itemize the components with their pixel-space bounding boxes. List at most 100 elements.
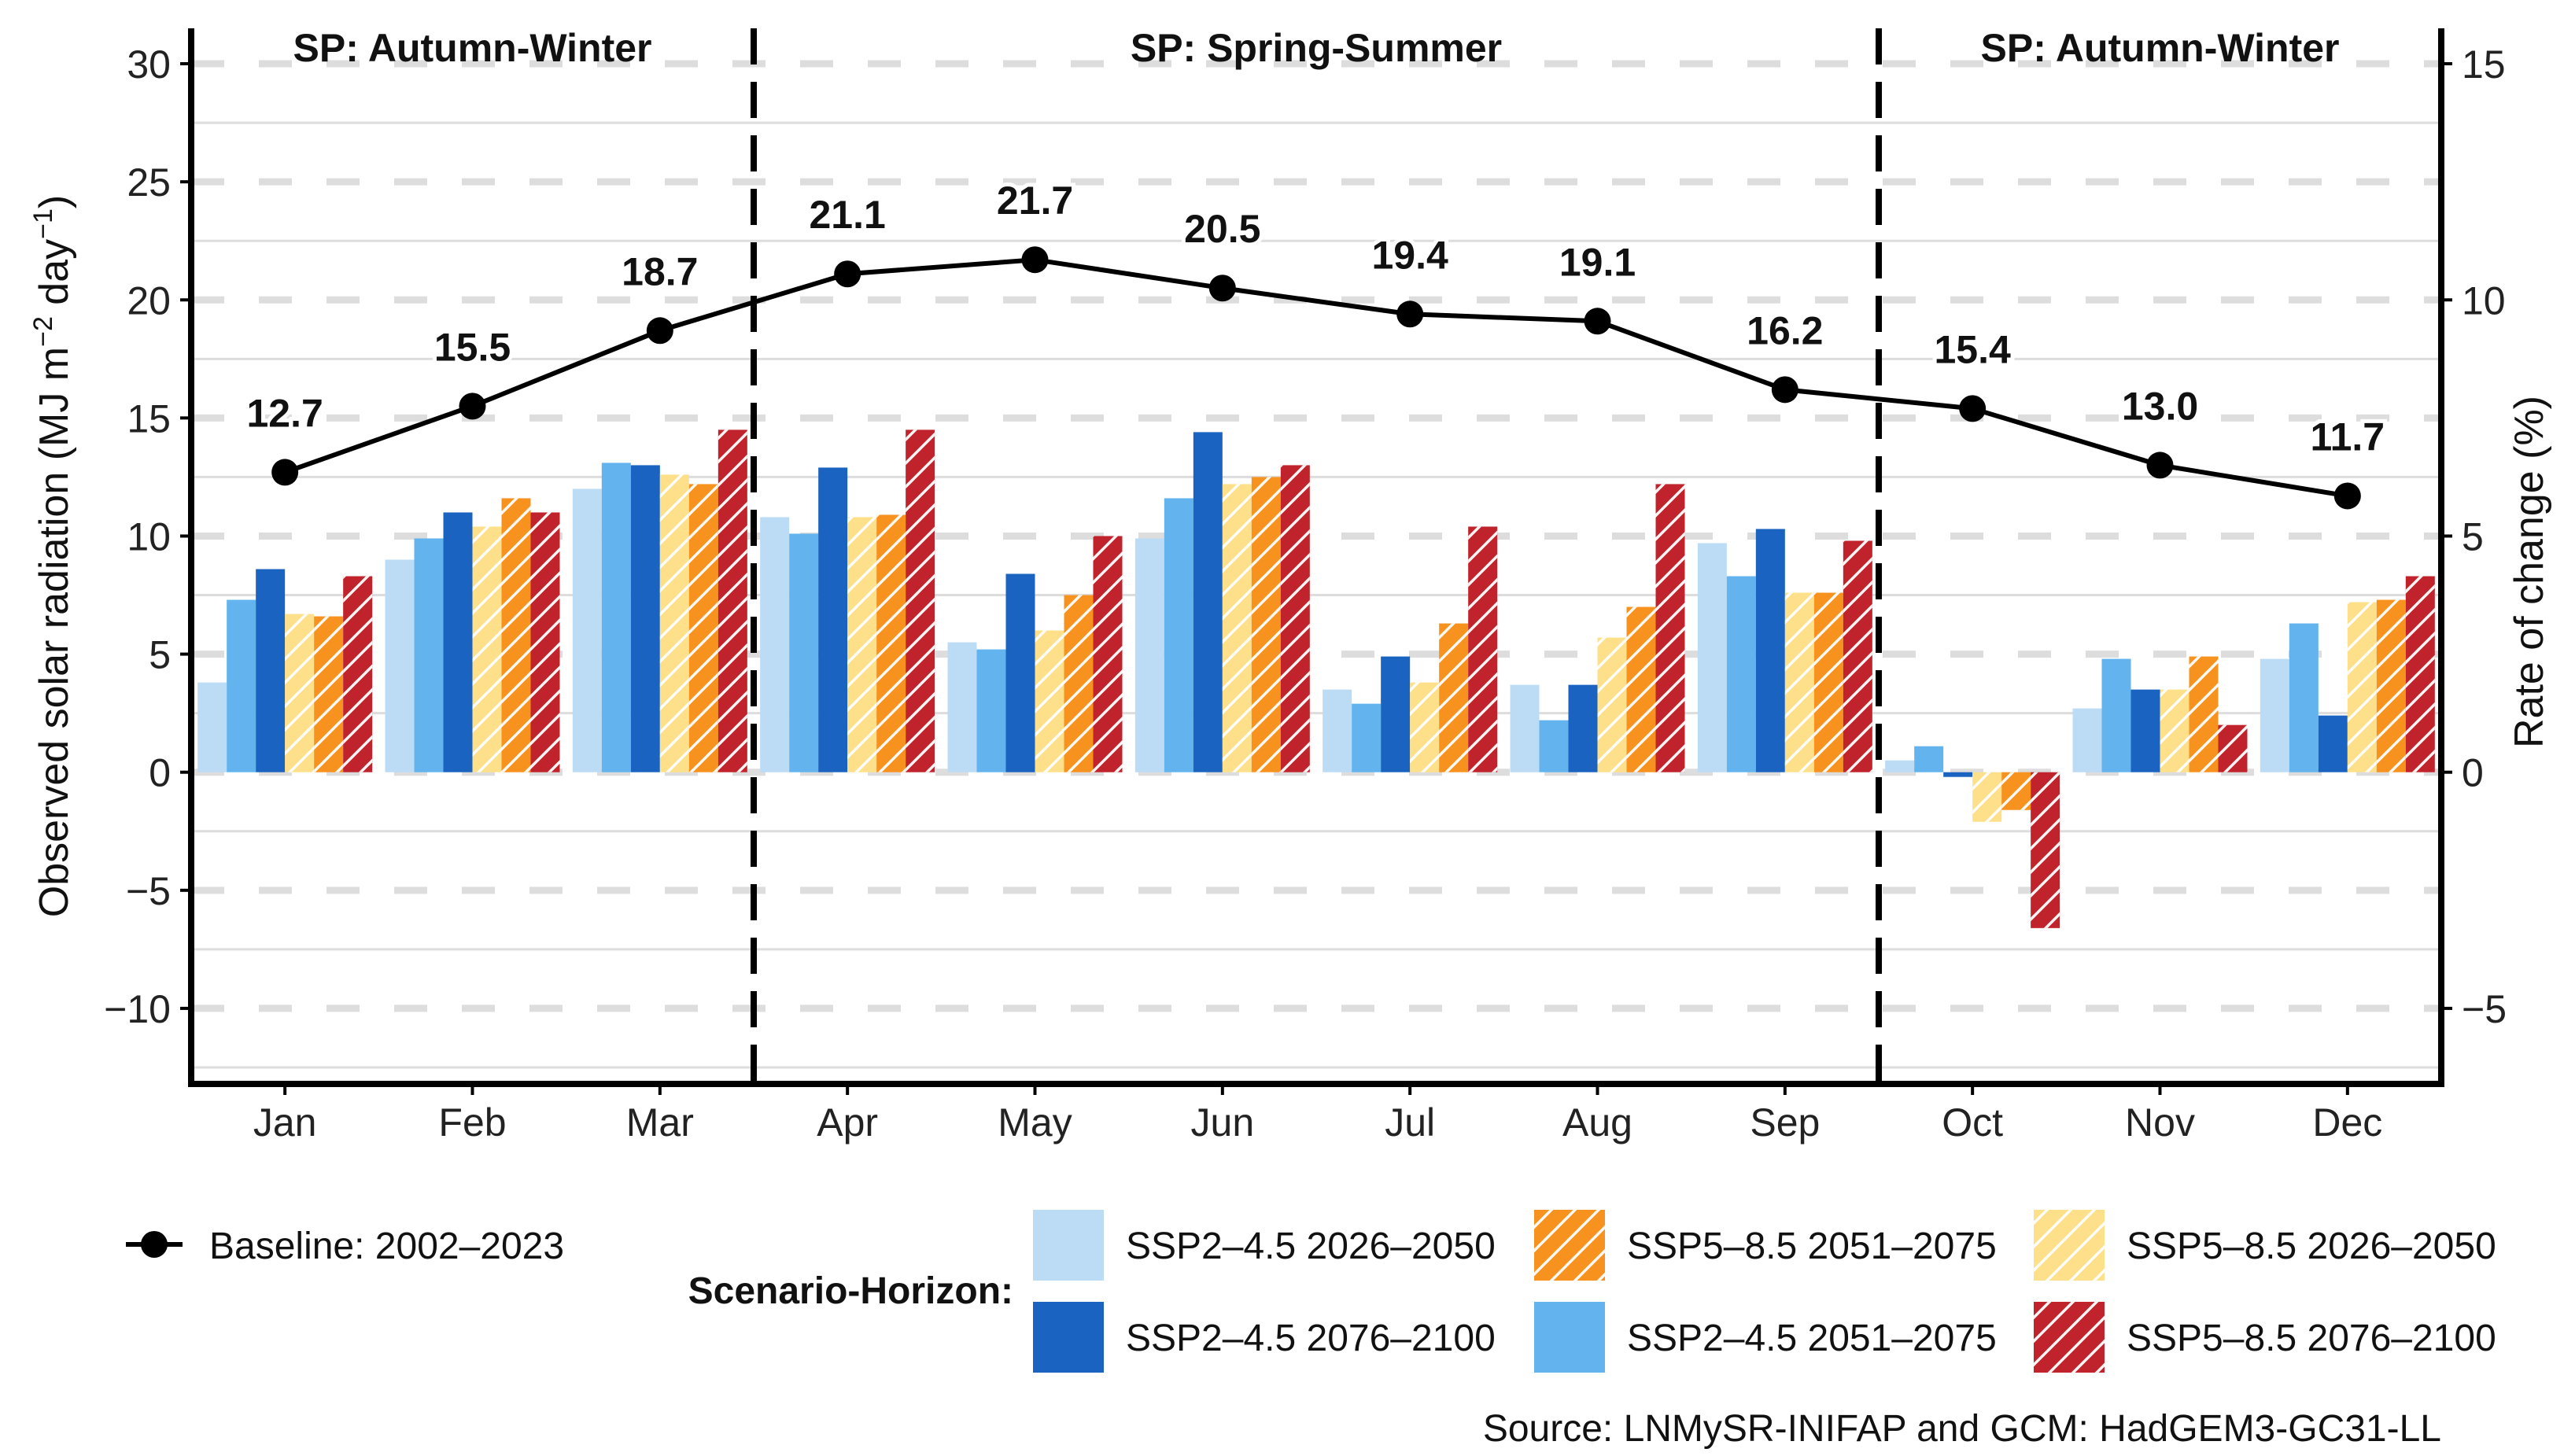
bar-hatch bbox=[1784, 592, 1814, 772]
bar-hatch bbox=[2160, 689, 2189, 772]
baseline-point bbox=[1396, 300, 1424, 328]
left-tick-label: 0 bbox=[149, 751, 171, 795]
baseline-point bbox=[2146, 452, 2174, 479]
baseline-label: 16.2 bbox=[1747, 308, 1823, 352]
left-tick-label: 30 bbox=[127, 42, 171, 87]
legend-swatch-hatch bbox=[2034, 1210, 2105, 1281]
baseline-point bbox=[1021, 246, 1049, 274]
bar-hatch bbox=[2031, 772, 2060, 928]
legend-baseline-point bbox=[141, 1231, 168, 1258]
bar-hatch bbox=[1093, 536, 1123, 772]
x-tick-label: Jul bbox=[1385, 1100, 1435, 1145]
baseline-label: 20.5 bbox=[1184, 207, 1260, 251]
legend-entry-label: SSP5–8.5 2026–2050 bbox=[2127, 1226, 2496, 1267]
bar bbox=[1697, 543, 1727, 772]
bar-hatch bbox=[1251, 477, 1281, 772]
left-tick-label: −5 bbox=[126, 869, 171, 913]
legend-entry-label: SSP5–8.5 2051–2075 bbox=[1627, 1226, 1997, 1267]
bar-hatch bbox=[1468, 526, 1498, 772]
right-tick-label: 15 bbox=[2462, 42, 2506, 87]
bar-hatch bbox=[501, 498, 531, 772]
baseline-line bbox=[284, 257, 2348, 499]
bar-hatch bbox=[1655, 484, 1685, 772]
baseline-point bbox=[646, 317, 673, 345]
baseline-point bbox=[1208, 275, 1236, 302]
right-tick-label: −5 bbox=[2462, 987, 2507, 1031]
baseline-point bbox=[834, 260, 861, 288]
legend: Baseline: 2002–2023 Scenario-Horizon: SSP2… bbox=[126, 1210, 2496, 1373]
bars-layer bbox=[197, 429, 2435, 928]
x-tick-label: Nov bbox=[2125, 1100, 2195, 1145]
bar bbox=[1755, 529, 1785, 772]
x-tick-label: Jun bbox=[1191, 1100, 1255, 1145]
x-tick-label: Dec bbox=[2312, 1100, 2382, 1145]
baseline-label: 13.0 bbox=[2122, 384, 2198, 428]
bar bbox=[572, 488, 602, 772]
baseline-point bbox=[1584, 308, 1611, 335]
bar-hatch bbox=[1439, 623, 1469, 772]
baseline-label: 11.7 bbox=[2311, 415, 2385, 459]
bar-hatch bbox=[2376, 599, 2406, 772]
x-tick-label: Aug bbox=[1562, 1100, 1632, 1145]
bar bbox=[2260, 658, 2289, 772]
bar bbox=[947, 642, 977, 772]
bar-hatch bbox=[1597, 637, 1627, 772]
bar bbox=[1193, 432, 1223, 772]
bar bbox=[2072, 708, 2102, 772]
bar bbox=[818, 467, 848, 772]
x-tick-label: Oct bbox=[1942, 1100, 2003, 1145]
left-tick-label: 10 bbox=[127, 514, 171, 558]
left-tick-label: 20 bbox=[127, 278, 171, 323]
bar-hatch bbox=[1035, 630, 1064, 772]
bar bbox=[1134, 538, 1164, 772]
left-tick-label: 25 bbox=[127, 160, 171, 205]
bar bbox=[197, 682, 227, 772]
baseline-point bbox=[459, 393, 486, 420]
bar-hatch bbox=[314, 616, 344, 772]
bar-hatch bbox=[1222, 484, 1252, 772]
bar bbox=[976, 649, 1006, 772]
bar-hatch bbox=[1843, 540, 1872, 772]
baseline-label: 19.1 bbox=[1559, 240, 1636, 284]
bar-hatch bbox=[530, 512, 560, 772]
bar-hatch bbox=[688, 484, 718, 772]
bar-hatch bbox=[2347, 602, 2377, 772]
legend-swatch bbox=[1033, 1302, 1104, 1373]
baseline-series bbox=[271, 246, 2361, 510]
bar bbox=[1381, 656, 1411, 772]
bar bbox=[1726, 576, 1756, 772]
bar bbox=[414, 538, 444, 772]
x-tick-label: May bbox=[998, 1100, 1072, 1145]
right-tick-label: 10 bbox=[2462, 278, 2506, 323]
bar-hatch bbox=[2001, 772, 2031, 810]
bar bbox=[1323, 689, 1352, 772]
bar-hatch bbox=[343, 576, 373, 772]
left-tick-label: −10 bbox=[104, 987, 171, 1031]
bar-hatch bbox=[659, 474, 689, 772]
left-tick-label: 15 bbox=[127, 396, 171, 440]
legend-swatch bbox=[1534, 1302, 1605, 1373]
right-axis-title: Rate of change (%) bbox=[2507, 396, 2552, 748]
bar-hatch bbox=[2189, 656, 2219, 772]
bar-hatch bbox=[906, 429, 935, 772]
x-tick-label: Feb bbox=[438, 1100, 506, 1145]
baseline-label: 19.4 bbox=[1372, 233, 1449, 277]
source-note: Source: LNMySR-INIFAP and GCM: HadGEM3-G… bbox=[1483, 1408, 2441, 1450]
section-label: SP: Autumn-Winter bbox=[293, 26, 652, 70]
legend-swatch bbox=[1033, 1210, 1104, 1281]
bar bbox=[789, 533, 819, 772]
baseline-point bbox=[2333, 482, 2361, 510]
legend-swatch-hatch bbox=[2034, 1302, 2105, 1373]
bar-hatch bbox=[847, 517, 877, 772]
bar bbox=[760, 517, 790, 772]
text-layer: 30 25 20 15 10 5 0 −5 −10 15 10 5 0 −5 Jan Feb Mar Apr May… bbox=[28, 26, 2552, 1450]
bar bbox=[1943, 772, 1973, 777]
frame-layer bbox=[180, 28, 2452, 1095]
legend-swatch-hatch bbox=[1534, 1210, 1605, 1281]
baseline-label: 15.4 bbox=[1935, 327, 2012, 371]
bar-hatch bbox=[1064, 595, 1094, 772]
baseline-label: 21.1 bbox=[810, 193, 886, 237]
baseline-point bbox=[271, 459, 299, 486]
grid-layer bbox=[191, 60, 2441, 1069]
x-tick-label: Apr bbox=[817, 1100, 878, 1145]
